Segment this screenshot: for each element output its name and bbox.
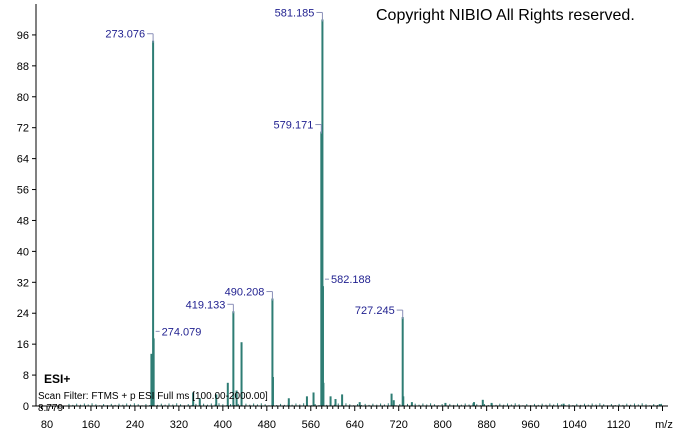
spectrum-peak	[392, 400, 395, 406]
spectrum-peak	[312, 392, 315, 406]
peak-label: 274.079	[162, 326, 202, 338]
spectrum-peak	[235, 390, 238, 406]
x-tick-label: 960	[521, 419, 539, 431]
spectrum-peak	[240, 342, 243, 406]
y-tick-label: 32	[17, 277, 29, 289]
spectrum-peak	[390, 393, 393, 406]
spectrum-peak	[152, 40, 155, 406]
spectrum-peak	[401, 317, 404, 406]
x-tick-label: 480	[258, 419, 276, 431]
spectrum-peak	[215, 394, 218, 406]
x-tick-label: 800	[433, 419, 451, 431]
peak-annotation: 727.245	[355, 305, 404, 320]
x-tick-label: 240	[126, 419, 144, 431]
spectrum-peak	[198, 398, 201, 406]
ion-mode-label: ESI+	[44, 372, 70, 386]
x-tick-label: 400	[214, 419, 232, 431]
peak-label: 581.185	[275, 7, 315, 19]
x-tick-label: 80	[41, 419, 53, 431]
y-tick-label: 40	[17, 246, 29, 258]
x-tick-label: 1040	[562, 419, 586, 431]
peak-annotation: 419.133	[186, 299, 234, 314]
y-tick-label: 88	[17, 61, 29, 73]
peak-label: 419.133	[186, 299, 226, 311]
peak-label: 582.188	[331, 274, 371, 286]
y-tick-label: 8	[23, 370, 29, 382]
x-tick-label: 640	[346, 419, 364, 431]
y-tick-label: 64	[17, 154, 29, 166]
spectrum-peak	[444, 402, 447, 406]
spectrum-peak	[320, 131, 323, 407]
spectrum-peak	[410, 402, 413, 406]
spectrum-peak	[334, 399, 337, 406]
y-tick-label: 16	[17, 339, 29, 351]
y-tick-label: 48	[17, 215, 29, 227]
spectrum-peak	[226, 382, 229, 406]
spectrum-peak	[321, 19, 324, 406]
x-tick-label: 560	[302, 419, 320, 431]
x-tick-label: 1120	[607, 419, 631, 431]
spectrum-peak	[329, 396, 332, 406]
spectrum-peak	[402, 396, 405, 406]
x-tick-label: 320	[170, 419, 188, 431]
peak-annotation: 579.171	[274, 120, 322, 134]
spectrum-peak	[271, 377, 274, 406]
scan-filter-text: Scan Filter: FTMS + p ESI Full ms [100.0…	[38, 391, 268, 402]
y-tick-label: 80	[17, 92, 29, 104]
spectrum-peak	[490, 402, 493, 406]
spectrum-peak	[305, 396, 308, 406]
peak-label: 490.208	[225, 287, 265, 299]
base-peak-value: 8.779	[38, 403, 63, 414]
y-tick-label: 0	[23, 401, 29, 413]
peak-label: 727.245	[355, 305, 395, 317]
peak-annotation: 273.076	[105, 29, 154, 43]
spectrum-peak	[658, 404, 661, 406]
spectrum-peak	[232, 311, 235, 406]
peak-annotation: 581.185	[275, 7, 323, 22]
copyright-notice: Copyright NIBIO All Rights reserved.	[376, 7, 635, 24]
spectrum-peak	[322, 382, 325, 406]
spectrum-peak	[481, 399, 484, 406]
x-tick-label: 160	[82, 419, 100, 431]
y-tick-label: 72	[17, 123, 29, 135]
y-tick-label: 96	[17, 30, 29, 42]
peak-annotation: 490.208	[225, 287, 273, 301]
spectrum-peak	[321, 286, 324, 406]
spectrum-peak	[150, 353, 153, 406]
spectrum-peak	[152, 338, 155, 406]
spectrum-peak	[473, 402, 476, 406]
peak-annotation: 582.188	[324, 274, 371, 286]
x-tick-label: 720	[390, 419, 408, 431]
x-tick-label: 880	[477, 419, 495, 431]
x-axis-label: m/z	[655, 419, 673, 431]
spectrum-peak	[287, 398, 290, 406]
spectrum-peak	[341, 394, 344, 406]
peak-annotation: 274.079	[155, 326, 202, 338]
y-tick-label: 24	[17, 308, 29, 320]
peak-label: 579.171	[274, 120, 314, 132]
spectrum-peak	[192, 392, 195, 406]
peak-label: 273.076	[105, 29, 145, 41]
spectrum-peak	[358, 402, 361, 406]
spectrum-peak	[271, 298, 274, 406]
spectrum-peak	[562, 403, 565, 406]
y-tick-label: 56	[17, 185, 29, 197]
